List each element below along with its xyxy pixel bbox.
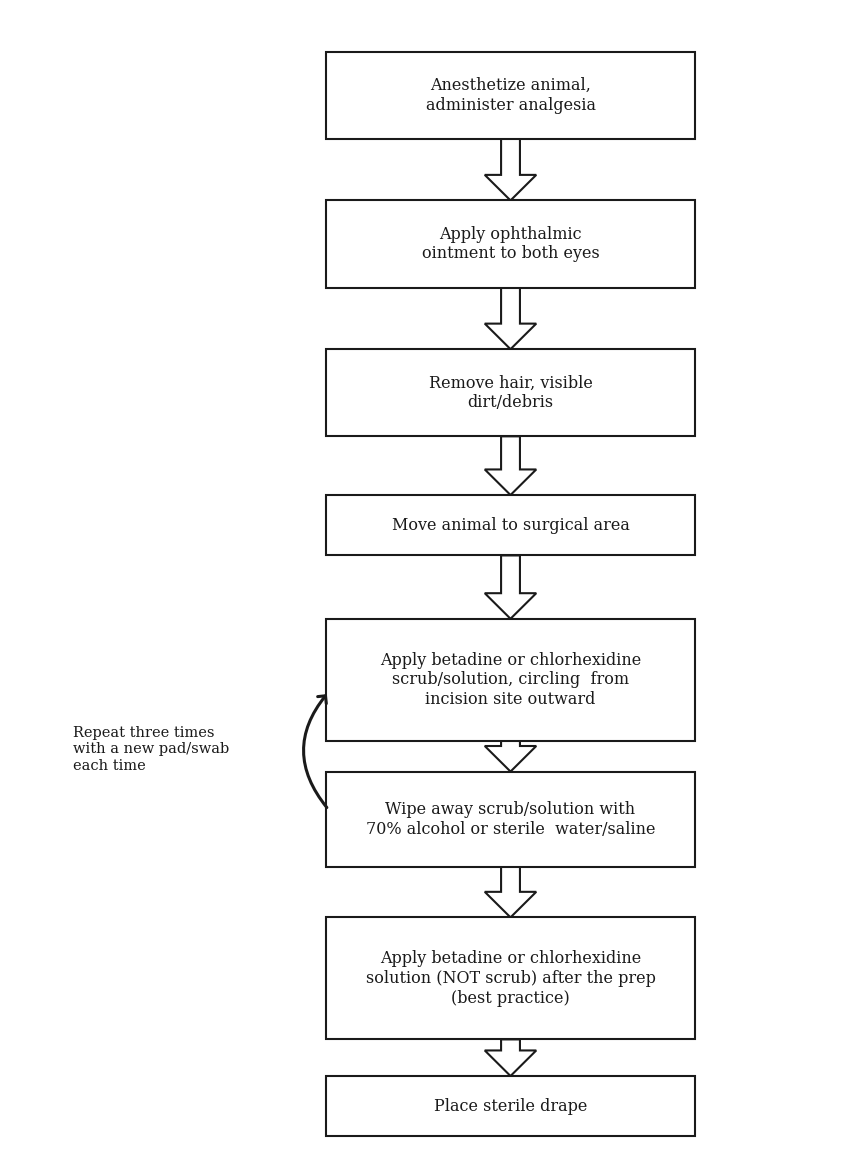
- Polygon shape: [485, 867, 536, 918]
- FancyBboxPatch shape: [326, 51, 695, 138]
- Polygon shape: [485, 287, 536, 349]
- FancyBboxPatch shape: [326, 918, 695, 1039]
- Text: Repeat three times
with a new pad/swab
each time: Repeat three times with a new pad/swab e…: [73, 726, 229, 773]
- Polygon shape: [485, 555, 536, 618]
- Polygon shape: [485, 1039, 536, 1076]
- FancyBboxPatch shape: [326, 618, 695, 741]
- Polygon shape: [485, 741, 536, 772]
- FancyBboxPatch shape: [326, 200, 695, 287]
- FancyBboxPatch shape: [326, 772, 695, 867]
- Text: Apply betadine or chlorhexidine
scrub/solution, circling  from
incision site out: Apply betadine or chlorhexidine scrub/so…: [380, 652, 641, 708]
- FancyBboxPatch shape: [326, 1076, 695, 1136]
- FancyBboxPatch shape: [326, 495, 695, 555]
- Text: Move animal to surgical area: Move animal to surgical area: [391, 517, 630, 533]
- Polygon shape: [485, 138, 536, 200]
- Text: Wipe away scrub/solution with
70% alcohol or sterile  water/saline: Wipe away scrub/solution with 70% alcoho…: [366, 801, 656, 838]
- Text: Apply ophthalmic
ointment to both eyes: Apply ophthalmic ointment to both eyes: [421, 225, 600, 263]
- Text: Remove hair, visible
dirt/debris: Remove hair, visible dirt/debris: [429, 374, 592, 411]
- Text: Anesthetize animal,
administer analgesia: Anesthetize animal, administer analgesia: [426, 77, 595, 114]
- Polygon shape: [485, 436, 536, 495]
- Text: Place sterile drape: Place sterile drape: [434, 1098, 587, 1114]
- FancyBboxPatch shape: [326, 349, 695, 436]
- Text: Apply betadine or chlorhexidine
solution (NOT scrub) after the prep
(best practi: Apply betadine or chlorhexidine solution…: [366, 951, 656, 1006]
